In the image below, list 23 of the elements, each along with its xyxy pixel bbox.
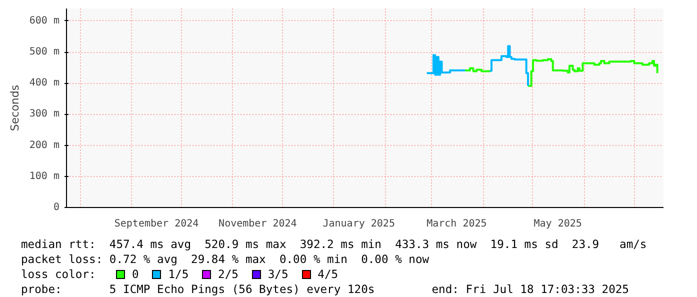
y-tick-label: 600 m: [29, 15, 60, 26]
text: packet loss: 0.72 % avg 29.84 % max 0.00 % min 0.00 % now: [21, 253, 430, 266]
legend-label: 1/5: [168, 268, 189, 281]
y-tick-label: 200 m: [29, 140, 60, 151]
y-tick-label: 300 m: [29, 108, 60, 120]
text: loss color:: [21, 268, 96, 281]
text: end: Fri Jul 18 17:03:33 2025: [432, 282, 630, 297]
y-tick-label: 400 m: [29, 78, 60, 89]
legend-label: 0: [132, 268, 139, 281]
x-tick-label: November 2024: [218, 218, 297, 230]
x-tick-label: May 2025: [534, 218, 582, 230]
y-tick-label: 0: [53, 202, 60, 213]
x-tick-label: January 2025: [322, 218, 395, 230]
legend-label: 3/5: [268, 268, 288, 281]
legend-label: 4/5: [318, 268, 338, 281]
x-tick-label: September 2024: [114, 218, 199, 230]
x-tick-label: March 2025: [426, 218, 487, 230]
y-axis-title: Seconds: [8, 84, 22, 132]
text: probe: 5 ICMP Echo Pings (56 Bytes) every 120s: [21, 283, 375, 296]
y-tick-label: 100 m: [29, 170, 60, 182]
legend-label: 2/5: [218, 268, 238, 281]
text: median rtt: 457.4 ms avg 520.9 ms max 392.2 ms min 433.3 ms now 19.1 ms sd 23.9 am/s: [21, 238, 647, 251]
y-tick-label: 500 m: [29, 46, 60, 58]
